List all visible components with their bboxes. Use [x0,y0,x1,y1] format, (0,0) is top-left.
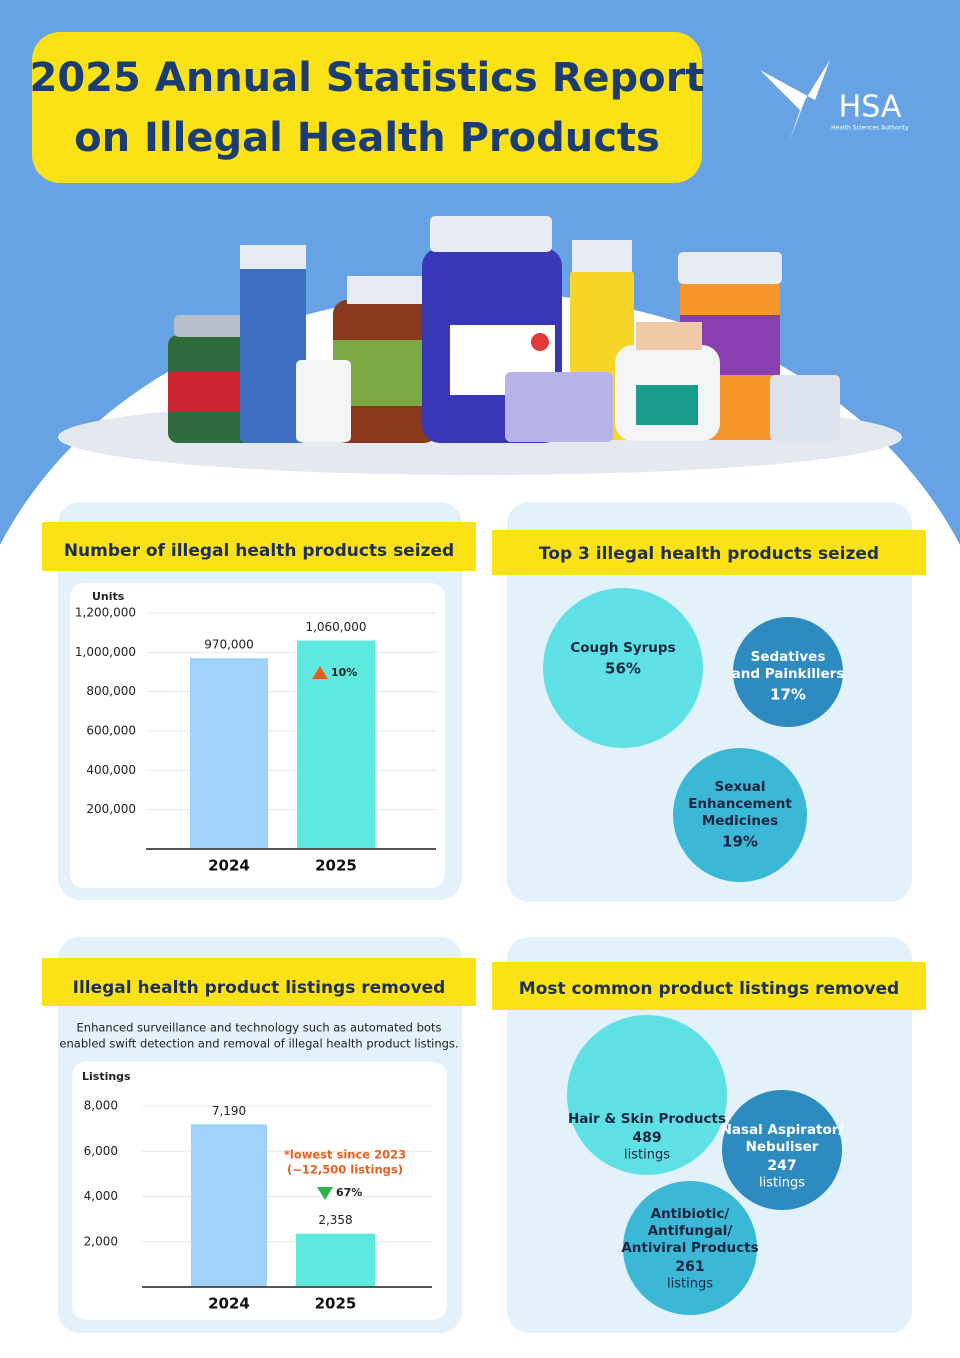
axis-label: Units [92,590,125,603]
bubble-label: Medicines [702,813,778,829]
section-band [492,962,926,1010]
title-line: 2025 Annual Statistics Report [30,55,705,101]
y-tick-label: 800,000 [86,684,136,698]
value-label: 2,358 [318,1213,352,1227]
x-tick-label: 2024 [208,1295,250,1313]
bubble-label: Nasal Aspirator/ [721,1122,844,1138]
bubble [543,588,703,748]
value-label: 1,060,000 [305,620,366,634]
section-band [42,522,476,571]
section-title: Number of illegal health products seized [64,541,454,561]
bubble-label: Nebuliser [746,1139,819,1155]
y-tick-label: 8,000 [84,1099,118,1113]
bar [191,1124,267,1287]
x-tick-label: 2024 [208,857,250,875]
description: Enhanced surveillance and technology suc… [77,1021,442,1035]
y-tick-label: 1,000,000 [75,645,136,659]
logo: HSA [839,90,902,125]
bubble-value: 261 [675,1259,704,1275]
bubble-label: Enhancement [688,796,792,812]
y-tick-label: 200,000 [86,802,136,816]
y-tick-label: 600,000 [86,724,136,738]
change-arrow [312,666,328,679]
bubble-label: Sedatives [751,649,826,665]
bubble [733,617,843,727]
note: (~12,500 listings) [287,1163,403,1177]
value-label: 970,000 [204,638,254,652]
medicine-illustration [58,216,902,475]
y-tick-label: 4,000 [84,1189,118,1203]
axis-label: Listings [82,1070,131,1083]
bubble-unit: listings [624,1148,670,1163]
bubble-value: 489 [632,1130,661,1146]
bubble-label: Antibiotic/ [651,1206,730,1222]
bar [296,1233,375,1287]
description: enabled swift detection and removal of i… [59,1037,458,1051]
y-tick-label: 400,000 [86,763,136,777]
section-title: Most common product listings removed [519,979,899,999]
y-tick-label: 1,200,000 [75,606,136,620]
bubble [623,1181,757,1315]
bubble [722,1090,842,1210]
section-band [492,530,926,575]
bubble-label: Sexual [715,779,766,795]
section-title: Top 3 illegal health products seized [539,544,879,564]
bubble-label: Hair & Skin Products [568,1111,726,1127]
x-tick-label: 2025 [315,1295,357,1313]
bar [297,640,375,849]
title-box [32,32,702,183]
y-tick-label: 2,000 [84,1234,118,1248]
bubble-unit: listings [759,1176,805,1191]
bubble-unit: listings [667,1277,713,1292]
section-band [42,958,476,1006]
title-line: on Illegal Health Products [74,115,660,161]
bubble [567,1015,727,1175]
bubble-value: 17% [770,686,806,704]
change-arrow [317,1187,333,1200]
bubble-label: Antifungal/ [648,1223,733,1239]
logo-tagline: Health Sciences Authority [831,125,909,132]
bubble-label: Antiviral Products [621,1240,758,1256]
y-tick-label: 6,000 [84,1144,118,1158]
bubble-value: 19% [722,833,758,851]
change-label: 67% [336,1186,362,1199]
bubble-value: 56% [605,660,641,678]
bubble-label: and Painkillers [732,666,845,682]
bar [190,658,268,849]
value-label: 7,190 [212,1104,246,1118]
note: *lowest since 2023 [284,1148,406,1162]
section-title: Illegal health product listings removed [73,978,446,998]
bubble [673,748,807,882]
logo-mark [760,60,830,140]
bubble-label: Cough Syrups [570,640,675,656]
x-tick-label: 2025 [315,857,357,875]
change-label: 10% [331,666,357,679]
bubble-value: 247 [767,1158,796,1174]
